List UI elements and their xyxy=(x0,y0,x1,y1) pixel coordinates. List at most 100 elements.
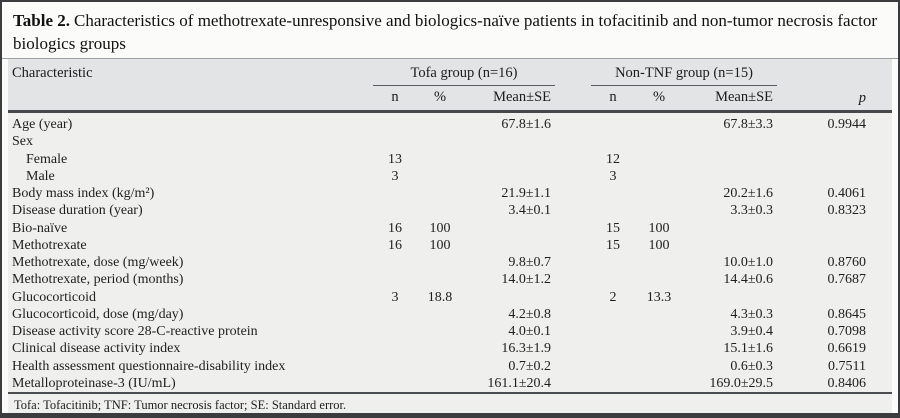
gap-cell xyxy=(555,167,591,185)
gap-cell xyxy=(555,288,591,306)
nontnf-mean-cell: 10.0±1.0 xyxy=(683,254,777,272)
nontnf-n-cell xyxy=(591,254,635,272)
nontnf-mean-cell xyxy=(683,219,777,237)
table-footnote: Tofa: Tofacitinib; TNF: Tumor necrosis f… xyxy=(8,392,892,413)
nontnf-pct-cell xyxy=(635,202,683,220)
gap-cell xyxy=(555,219,591,237)
tofa-mean-cell xyxy=(462,150,555,168)
table-row: Methotrexate, dose (mg/week) 9.8±0.7 10.0±… xyxy=(8,254,892,272)
table-row: Glucocorticoid, dose (mg/day) 4.2±0.8 4.3±… xyxy=(8,305,892,323)
characteristic-cell: Body mass index (kg/m²) xyxy=(8,185,373,203)
nontnf-pct-cell xyxy=(635,167,683,185)
characteristics-table: Characteristic Tofa group (n=16) Non-TNF… xyxy=(8,59,892,392)
characteristic-cell: Male xyxy=(8,167,373,185)
nontnf-n-cell: 2 xyxy=(591,288,635,306)
tofa-mean-cell xyxy=(462,219,555,237)
p-value-cell: 0.9944 xyxy=(777,111,892,134)
nontnf-mean-cell: 20.2±1.6 xyxy=(683,185,777,203)
p-value-cell: 0.7511 xyxy=(777,357,892,375)
tofa-mean-cell: 14.0±1.2 xyxy=(462,271,555,289)
tofa-pct-cell xyxy=(416,254,463,272)
tofa-mean-cell xyxy=(462,288,555,306)
gap-cell xyxy=(555,254,591,272)
tofa-n-cell xyxy=(372,374,417,392)
nontnf-pct-cell xyxy=(635,323,683,341)
table-row: Glucocorticoid 3 18.8 2 13.3 xyxy=(8,288,892,306)
nontnf-n-cell xyxy=(591,340,635,358)
nontnf-mean-cell: 4.3±0.3 xyxy=(683,305,777,323)
tofa-pct-cell xyxy=(416,167,463,185)
gap-cell xyxy=(555,340,591,358)
characteristic-cell: Bio-naïve xyxy=(8,219,373,237)
nontnf-group-header: Non-TNF group (n=15) xyxy=(591,59,777,86)
nontnf-mean-cell xyxy=(683,167,777,185)
nontnf-pct-cell: 100 xyxy=(635,219,683,237)
p-value-cell xyxy=(777,133,892,151)
gap-cell xyxy=(555,111,591,134)
p-value-cell: 0.7687 xyxy=(777,271,892,289)
tofa-mean-cell xyxy=(462,133,555,151)
characteristic-cell: Glucocorticoid, dose (mg/day) xyxy=(8,305,373,323)
gap-cell xyxy=(555,150,591,168)
tofa-pct-cell xyxy=(416,133,463,151)
characteristic-cell: Female xyxy=(8,150,373,168)
nontnf-mean-cell: 3.9±0.4 xyxy=(683,323,777,341)
tofa-pct-cell xyxy=(416,111,463,134)
table-body: Age (year) 67.8±1.6 67.8±3.3 0.9944 Sex Femal… xyxy=(8,111,892,392)
tofa-mean-cell xyxy=(462,167,555,185)
tofa-pct-header: % xyxy=(416,85,463,113)
p-value-cell xyxy=(777,236,892,254)
tofa-n-cell xyxy=(372,271,417,289)
characteristic-cell: Metalloproteinase-3 (IU/mL) xyxy=(8,374,373,392)
nontnf-n-cell xyxy=(591,133,635,151)
nontnf-pct-cell xyxy=(635,357,683,375)
p-value-cell xyxy=(777,167,892,185)
gap-cell xyxy=(555,305,591,323)
characteristic-cell: Glucocorticoid xyxy=(8,288,373,306)
p-value-cell xyxy=(777,150,892,168)
characteristic-cell: Health assessment questionnaire-disabili… xyxy=(8,357,373,375)
nontnf-n-cell xyxy=(591,374,635,392)
table-wrapper: Characteristic Tofa group (n=16) Non-TNF… xyxy=(8,59,892,413)
characteristic-cell: Methotrexate xyxy=(8,236,373,254)
tofa-pct-cell: 100 xyxy=(416,236,463,254)
tofa-n-cell xyxy=(372,305,417,323)
p-value-cell: 0.7098 xyxy=(777,323,892,341)
tofa-mean-cell: 21.9±1.1 xyxy=(462,185,555,203)
sub-header-row: n % Mean±SE n % Mean±SE xyxy=(8,85,892,113)
table-row: Clinical disease activity index 16.3±1.9 1… xyxy=(8,340,892,358)
table-number-label: Table 2. xyxy=(13,11,71,30)
tofa-pct-cell xyxy=(416,340,463,358)
nontnf-pct-cell xyxy=(635,254,683,272)
nontnf-n-cell: 15 xyxy=(591,236,635,254)
nontnf-n-cell xyxy=(591,271,635,289)
nontnf-n-header: n xyxy=(591,85,635,113)
nontnf-pct-cell: 13.3 xyxy=(635,288,683,306)
gap-cell xyxy=(555,202,591,220)
tofa-pct-cell xyxy=(416,185,463,203)
tofa-n-cell: 16 xyxy=(372,236,417,254)
nontnf-mean-cell: 169.0±29.5 xyxy=(683,374,777,392)
nontnf-pct-cell xyxy=(635,305,683,323)
p-column-header: p xyxy=(777,59,892,113)
table-header: Characteristic Tofa group (n=16) Non-TNF… xyxy=(8,59,892,113)
tofa-mean-cell: 4.0±0.1 xyxy=(462,323,555,341)
table-row: Sex xyxy=(8,133,892,151)
tofa-n-cell: 3 xyxy=(372,288,417,306)
table-row: Disease activity score 28-C-reactive pro… xyxy=(8,323,892,341)
nontnf-pct-cell xyxy=(635,271,683,289)
nontnf-mean-se-header: Mean±SE xyxy=(683,85,777,113)
nontnf-n-cell xyxy=(591,202,635,220)
tofa-mean-cell xyxy=(462,236,555,254)
table-title: Table 2. Characteristics of methotrexate-… xyxy=(2,2,898,58)
tofa-mean-se-header: Mean±SE xyxy=(462,85,555,113)
tofa-n-cell: 3 xyxy=(372,167,417,185)
characteristic-cell: Clinical disease activity index xyxy=(8,340,373,358)
nontnf-n-cell xyxy=(591,357,635,375)
nontnf-pct-cell xyxy=(635,340,683,358)
tofa-n-cell xyxy=(372,357,417,375)
tofa-n-cell xyxy=(372,340,417,358)
nontnf-n-cell: 3 xyxy=(591,167,635,185)
tofa-n-cell xyxy=(372,254,417,272)
tofa-pct-cell xyxy=(416,323,463,341)
